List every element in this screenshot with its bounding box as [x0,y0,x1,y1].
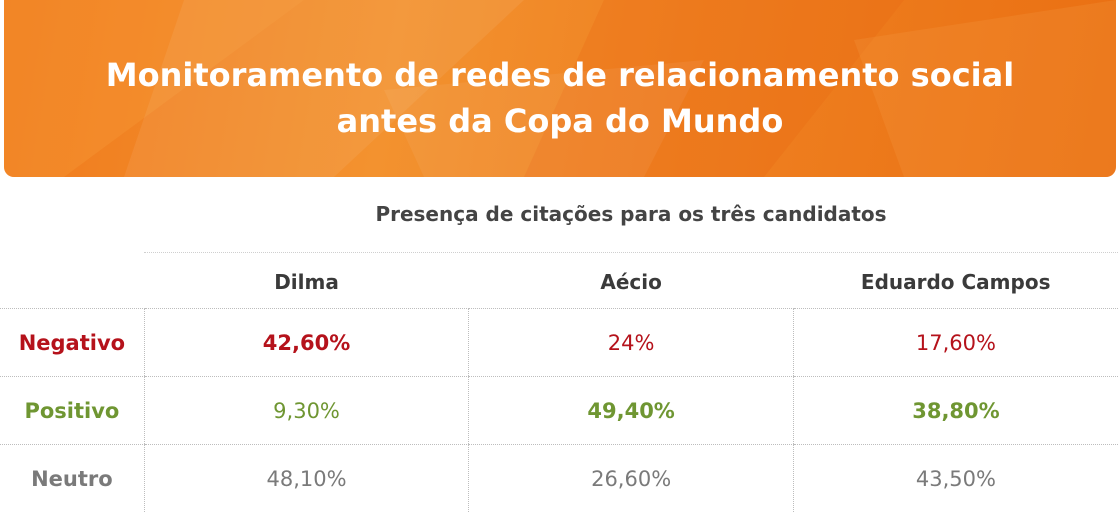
row-label-positivo: Positivo [0,376,145,445]
corner-cell [0,256,145,309]
banner-title-line-1: Monitoramento de redes de relacionamento… [105,56,1015,94]
row-neutro: Neutro 48,10% 26,60% 43,50% [0,444,1118,512]
cell-positivo-dilma: 9,30% [143,376,469,445]
cell-negativo-dilma: 42,60% [143,308,469,377]
banner-title-line-2: antes da Copa do Mundo [336,102,784,140]
cell-positivo-eduardo-campos: 38,80% [792,376,1118,445]
row-negativo: Negativo 42,60% 24% 17,60% [0,308,1118,377]
row-label-negativo: Negativo [0,308,145,377]
banner-title: Monitoramento de redes de relacionamento… [4,52,1116,144]
header-banner: Monitoramento de redes de relacionamento… [4,0,1116,177]
cell-positivo-aecio: 49,40% [468,376,794,445]
cell-neutro-dilma: 48,10% [143,444,469,512]
column-header-aecio: Aécio [468,256,794,309]
results-table: Dilma Aécio Eduardo Campos Negativo 42,6… [0,256,1118,512]
column-header-dilma: Dilma [144,256,469,309]
table-title: Presença de citações para os três candid… [375,202,887,226]
row-label-neutro: Neutro [31,466,113,491]
row-positivo: Positivo 9,30% 49,40% 38,80% [0,376,1118,445]
title-divider [144,252,1118,253]
cell-negativo-eduardo-campos: 17,60% [792,308,1118,377]
cell-neutro-aecio: 26,60% [468,444,794,512]
cell-neutro-eduardo-campos: 43,50% [792,444,1118,512]
column-header-eduardo-campos: Eduardo Campos [793,256,1118,309]
cell-negativo-aecio: 24% [468,308,794,377]
header-row: Dilma Aécio Eduardo Campos [0,256,1118,309]
banner-pattern [4,0,1116,177]
